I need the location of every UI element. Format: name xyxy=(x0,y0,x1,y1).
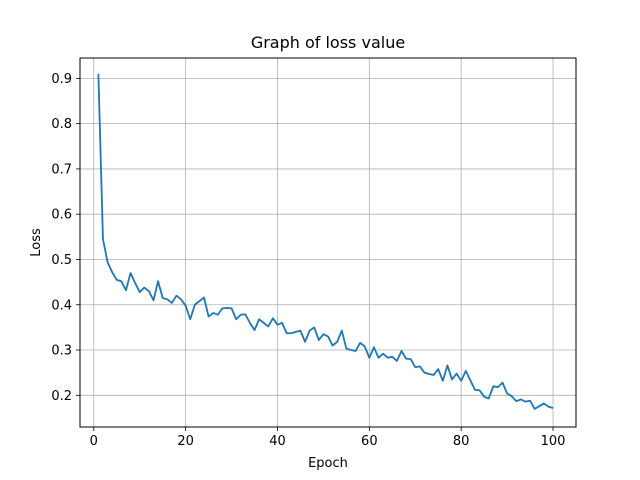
y-tick-label: 0.6 xyxy=(51,208,72,223)
y-tick-label: 0.7 xyxy=(51,162,72,177)
y-axis-label: Loss xyxy=(29,228,44,257)
series-layer xyxy=(97,73,554,410)
x-tick-label: 20 xyxy=(177,434,194,449)
x-tick-label: 40 xyxy=(269,434,286,449)
x-tick-label: 100 xyxy=(541,434,566,449)
y-tick-label: 0.9 xyxy=(51,72,72,87)
plot-frame xyxy=(79,57,577,428)
y-tick-label: 0.8 xyxy=(51,117,72,132)
y-tick-label: 0.2 xyxy=(51,389,72,404)
y-tick-label: 0.5 xyxy=(51,253,72,268)
loss-series-line xyxy=(97,73,554,410)
chart-title: Graph of loss value xyxy=(251,33,405,52)
x-tick-label: 0 xyxy=(90,434,98,449)
x-tick-label: 80 xyxy=(453,434,470,449)
x-axis-label: Epoch xyxy=(308,456,348,471)
y-tick-label: 0.4 xyxy=(51,298,72,313)
x-tick-label: 60 xyxy=(361,434,378,449)
tick-layer: 0 20 40 60 80 100 0.2 0.3 0.4 0.5 0.6 0.7 0.8 0.9 xyxy=(51,72,565,449)
grid-layer xyxy=(80,58,576,427)
y-tick-label: 0.3 xyxy=(51,344,72,359)
